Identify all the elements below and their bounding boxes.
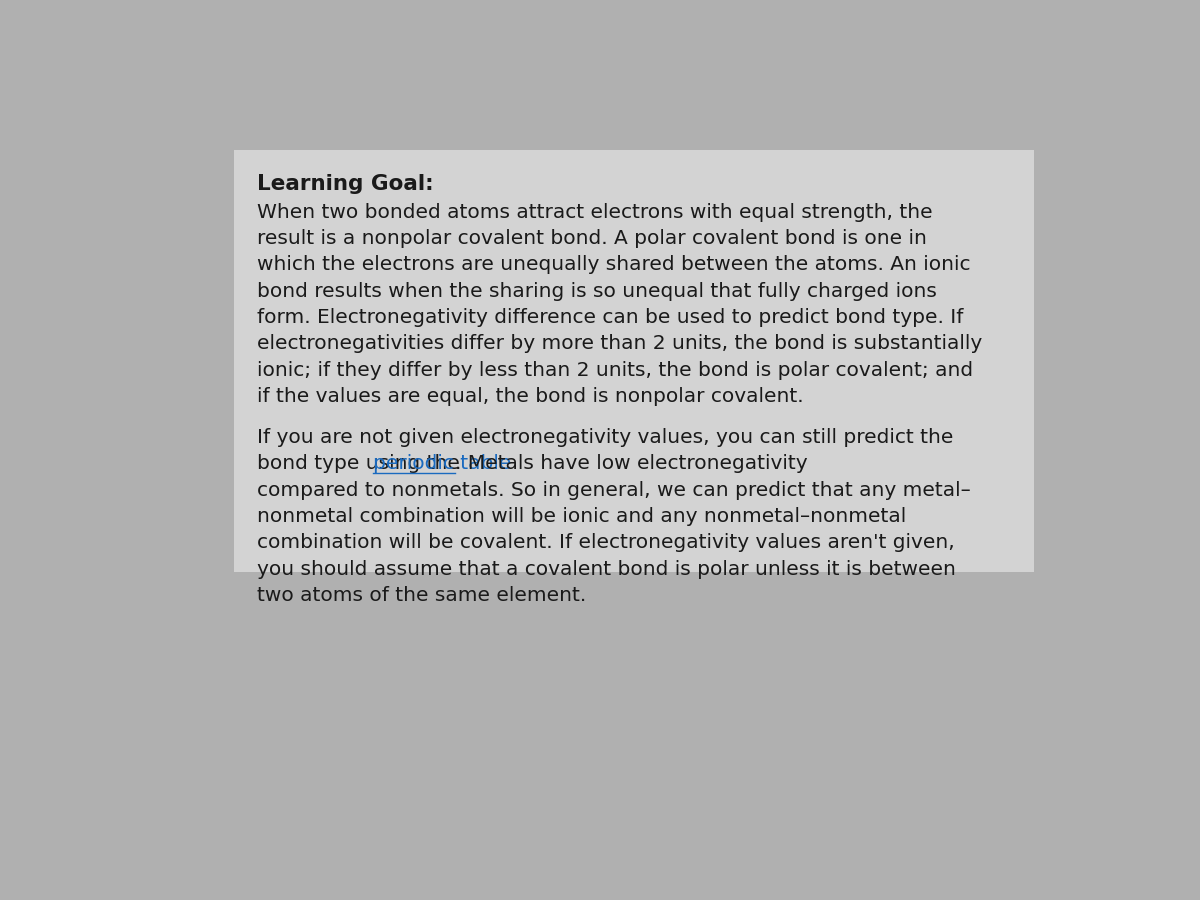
Text: bond results when the sharing is so unequal that fully charged ions: bond results when the sharing is so uneq… (257, 282, 937, 301)
Text: . Metals have low electronegativity: . Metals have low electronegativity (455, 454, 808, 473)
Text: form. Electronegativity difference can be used to predict bond type. If: form. Electronegativity difference can b… (257, 308, 964, 327)
Text: bond type using the: bond type using the (257, 454, 466, 473)
Text: ionic; if they differ by less than 2 units, the bond is polar covalent; and: ionic; if they differ by less than 2 uni… (257, 361, 973, 380)
Text: two atoms of the same element.: two atoms of the same element. (257, 586, 587, 605)
Text: If you are not given electronegativity values, you can still predict the: If you are not given electronegativity v… (257, 428, 953, 447)
Text: which the electrons are unequally shared between the atoms. An ionic: which the electrons are unequally shared… (257, 256, 971, 274)
Text: When two bonded atoms attract electrons with equal strength, the: When two bonded atoms attract electrons … (257, 202, 932, 221)
Text: result is a nonpolar covalent bond. A polar covalent bond is one in: result is a nonpolar covalent bond. A po… (257, 230, 926, 248)
Text: periodic table: periodic table (373, 454, 511, 473)
Text: if the values are equal, the bond is nonpolar covalent.: if the values are equal, the bond is non… (257, 387, 804, 406)
Text: nonmetal combination will be ionic and any nonmetal–nonmetal: nonmetal combination will be ionic and a… (257, 507, 906, 526)
Text: Learning Goal:: Learning Goal: (257, 174, 433, 194)
FancyBboxPatch shape (234, 149, 1033, 572)
Text: you should assume that a covalent bond is polar unless it is between: you should assume that a covalent bond i… (257, 560, 956, 579)
Text: compared to nonmetals. So in general, we can predict that any metal–: compared to nonmetals. So in general, we… (257, 481, 971, 500)
Text: combination will be covalent. If electronegativity values aren't given,: combination will be covalent. If electro… (257, 534, 955, 553)
Text: electronegativities differ by more than 2 units, the bond is substantially: electronegativities differ by more than … (257, 335, 983, 354)
